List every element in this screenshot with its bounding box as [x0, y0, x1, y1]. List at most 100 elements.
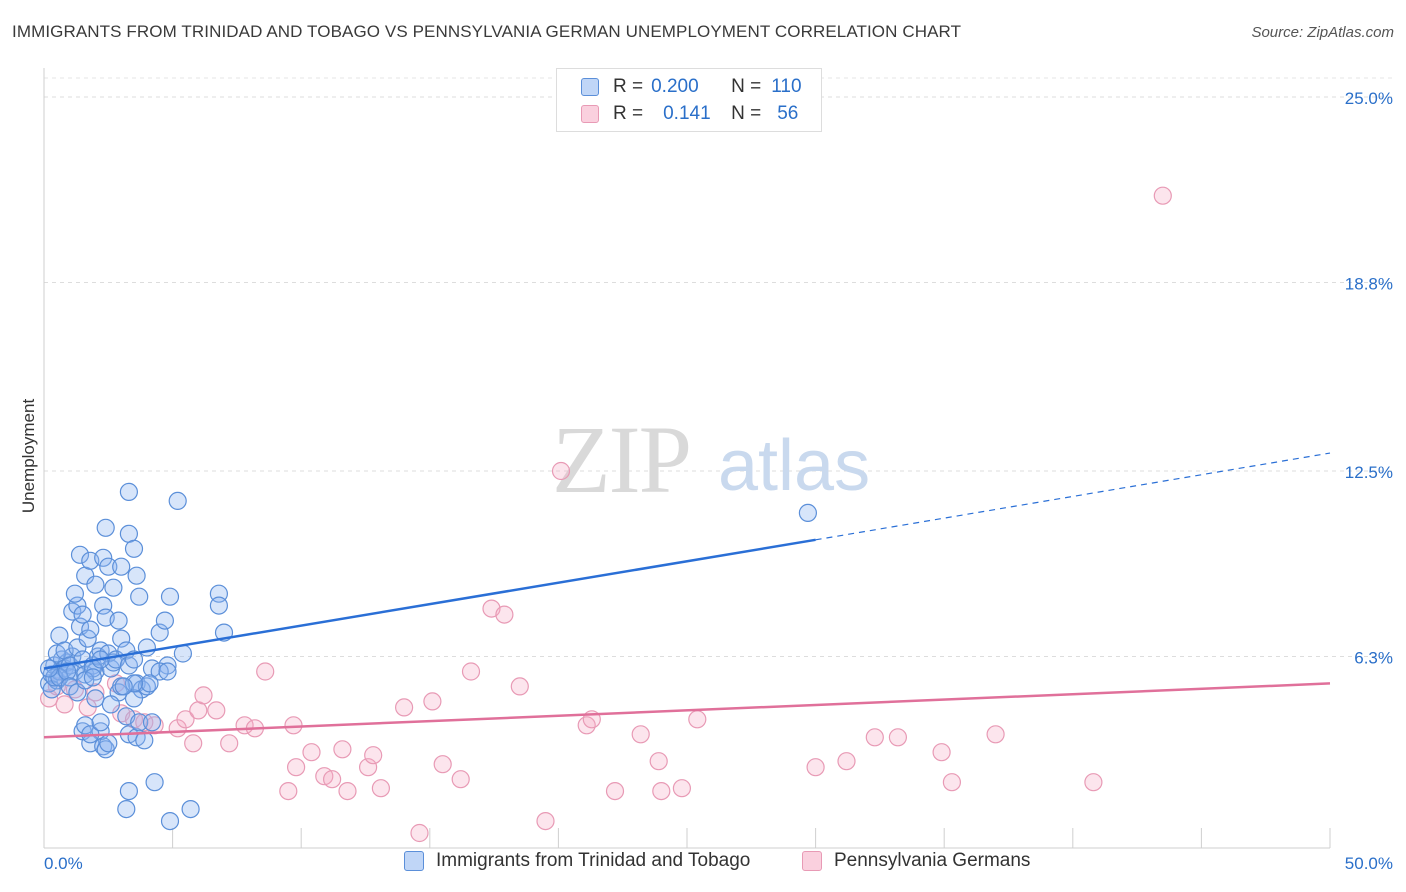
- data-point: [158, 662, 177, 681]
- data-point: [119, 656, 138, 675]
- data-point: [57, 662, 77, 681]
- y-tick-label: 12.5%: [1345, 463, 1393, 482]
- data-point: [96, 518, 115, 537]
- data-point: [124, 539, 144, 558]
- tick-labels: 6.3% 12.5% 18.8% 25.0% 0.0% 50.0%: [44, 89, 1393, 873]
- data-point: [461, 662, 481, 681]
- series-legend: Immigrants from Trinidad and Tobago Penn…: [0, 850, 1406, 878]
- data-point: [150, 662, 169, 681]
- data-point: [209, 596, 228, 615]
- data-point: [104, 578, 123, 597]
- data-point: [551, 461, 571, 481]
- data-point: [55, 695, 74, 714]
- data-point: [837, 752, 856, 771]
- y-tick-label: 25.0%: [1345, 89, 1393, 108]
- legend-item-immigrants: Immigrants from Trinidad and Tobago: [404, 850, 750, 872]
- data-point: [672, 779, 692, 798]
- legend-label: Pennsylvania Germans: [834, 850, 1031, 871]
- data-point: [865, 728, 884, 747]
- data-point: [433, 755, 452, 774]
- data-point: [806, 758, 825, 777]
- data-point: [117, 799, 136, 819]
- data-point: [451, 770, 470, 789]
- data-point: [142, 713, 162, 732]
- data-point: [150, 623, 169, 642]
- data-point: [91, 713, 110, 732]
- data-point: [145, 773, 164, 792]
- data-point: [220, 734, 239, 753]
- source-credit: Source: ZipAtlas.com: [1251, 24, 1394, 41]
- data-point: [130, 713, 149, 732]
- data-point: [135, 731, 154, 750]
- legend-n-value: 110: [771, 76, 802, 97]
- data-point: [495, 605, 514, 624]
- data-point: [119, 482, 138, 501]
- data-point: [86, 575, 105, 594]
- data-point: [73, 605, 92, 624]
- legend-item-pa-germans: Pennsylvania Germans: [802, 850, 1030, 872]
- data-point: [323, 770, 342, 789]
- data-point: [114, 677, 133, 696]
- data-point: [256, 662, 275, 681]
- watermark-atlas: atlas: [718, 426, 870, 506]
- series-pennsylvania-germans: [39, 186, 1172, 843]
- legend-swatch-pink: [802, 851, 822, 871]
- data-point: [86, 683, 105, 702]
- legend-r-value: 0.200: [651, 76, 699, 97]
- data-point: [160, 587, 180, 606]
- data-point: [688, 710, 707, 729]
- legend-n-label: N =: [731, 103, 762, 124]
- series-immigrants-trinidad: [39, 482, 818, 831]
- data-point: [423, 692, 442, 711]
- legend-n-label: N =: [731, 76, 762, 97]
- data-point: [279, 781, 298, 801]
- data-point: [194, 686, 213, 705]
- data-point: [605, 781, 625, 801]
- data-point: [287, 758, 306, 777]
- data-point: [155, 611, 174, 630]
- legend-r-label: R =: [613, 76, 644, 97]
- data-point: [410, 823, 429, 843]
- data-point: [130, 587, 149, 606]
- data-point: [932, 743, 951, 762]
- trend-line-blue: [43, 538, 816, 670]
- data-point: [70, 545, 90, 564]
- data-point: [371, 779, 390, 798]
- legend-swatch-blue: [404, 851, 424, 871]
- data-point: [76, 716, 95, 735]
- data-point: [65, 680, 85, 699]
- grid-lines: [44, 77, 1392, 658]
- data-point: [184, 734, 203, 753]
- legend-swatch-pink: [581, 105, 599, 123]
- data-point: [986, 725, 1005, 744]
- watermark: ZIP atlas: [552, 406, 870, 513]
- data-point: [65, 584, 85, 603]
- x-tick-label: 50.0%: [1345, 854, 1393, 873]
- data-point: [207, 701, 226, 720]
- trend-line-pink: [43, 682, 1331, 739]
- data-point: [510, 677, 529, 696]
- legend-n-value: 56: [777, 103, 799, 124]
- data-point: [127, 566, 146, 585]
- data-point: [112, 629, 131, 648]
- data-point: [124, 689, 144, 708]
- data-point: [86, 689, 105, 708]
- data-point: [181, 799, 200, 819]
- data-point: [99, 734, 118, 753]
- legend-row-pink: R = 0.141 N = 56: [581, 103, 798, 125]
- data-point: [94, 548, 113, 567]
- data-point: [942, 773, 962, 792]
- data-point: [119, 781, 138, 801]
- data-point: [135, 713, 154, 732]
- data-point: [652, 781, 671, 801]
- data-point: [124, 674, 144, 693]
- correlation-legend: R = 0.200 N = 110 R = 0.141 N = 56: [556, 68, 822, 132]
- data-point: [888, 728, 908, 747]
- data-point: [338, 781, 357, 801]
- data-point: [63, 602, 82, 621]
- axes: [43, 68, 1331, 849]
- data-point: [302, 743, 321, 762]
- legend-label: Immigrants from Trinidad and Tobago: [436, 850, 751, 871]
- data-point: [68, 596, 87, 615]
